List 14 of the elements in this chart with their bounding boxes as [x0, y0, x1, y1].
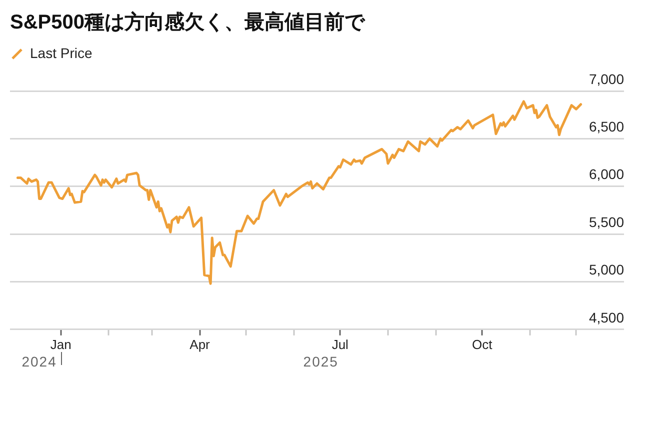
legend-label: Last Price	[30, 44, 92, 61]
x-tick-label: Oct	[472, 336, 493, 352]
y-tick-label: 5,500	[588, 214, 624, 230]
y-tick-label: 7,000	[588, 70, 624, 87]
y-tick-label: 6,500	[588, 118, 624, 135]
text: 2024	[22, 353, 57, 370]
text: 2025	[303, 353, 338, 370]
x-tick-label: Apr	[190, 336, 211, 352]
x-tick-label: Jul	[332, 336, 349, 352]
y-tick-label: 4,500	[588, 309, 624, 326]
y-tick-label: 6,000	[588, 166, 624, 182]
x-tick-label: Jan	[50, 336, 72, 352]
chart-title: S&P500種は方向感欠く、最高値目前で	[10, 10, 366, 34]
y-tick-label: 5,000	[588, 262, 624, 278]
